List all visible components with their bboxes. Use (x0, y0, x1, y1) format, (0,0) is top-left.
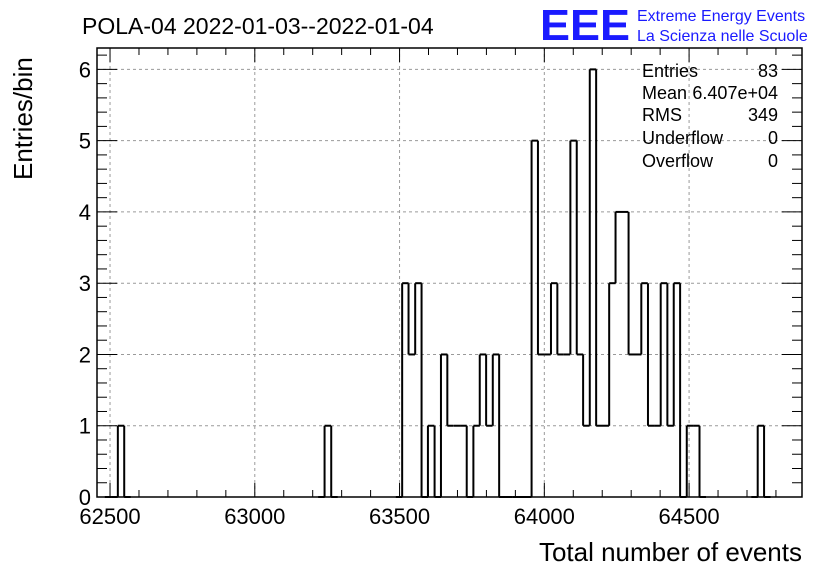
y-tick-label: 5 (79, 129, 91, 154)
stats-mean-value: 6.407e+04 (692, 83, 778, 103)
plot-frame (96, 47, 803, 498)
eee-logo-line1: Extreme Energy Events (637, 8, 805, 25)
eee-logo: EEE Extreme Energy Events La Scienza nel… (540, 1, 808, 50)
x-tick-label: 64500 (658, 504, 719, 529)
y-tick-label: 3 (79, 271, 91, 296)
stats-overflow-value: 0 (768, 151, 778, 171)
stats-underflow-value: 0 (768, 128, 778, 148)
stats-entries-label: Entries (642, 61, 698, 81)
stats-underflow-label: Underflow (642, 128, 724, 148)
x-tick-label: 63500 (369, 504, 430, 529)
x-tick-label: 64000 (514, 504, 575, 529)
x-axis-title: Total number of events (539, 537, 802, 567)
stats-rms-value: 349 (748, 105, 778, 125)
x-tick-labels: 62500 63000 63500 64000 64500 (79, 504, 719, 529)
y-tick-label: 4 (79, 200, 91, 225)
stats-overflow-label: Overflow (642, 151, 714, 171)
stats-mean-label: Mean (642, 83, 687, 103)
y-tick-label: 0 (79, 485, 91, 510)
y-tick-label: 6 (79, 57, 91, 82)
y-tick-label: 1 (79, 414, 91, 439)
x-tick-label: 62500 (79, 504, 140, 529)
axis-ticks (97, 48, 802, 498)
x-tick-label: 63000 (224, 504, 285, 529)
chart-title: POLA-04 2022-01-03--2022-01-04 (82, 13, 434, 39)
stats-entries-value: 83 (758, 61, 778, 81)
histogram-series (104, 68, 771, 498)
stats-box: Entries 83 Mean 6.407e+04 RMS 349 Underf… (642, 61, 778, 171)
grid-lines (97, 48, 802, 497)
y-axis-title: Entries/bin (8, 57, 38, 180)
stats-rms-label: RMS (642, 105, 682, 125)
eee-logo-mark: EEE (540, 1, 630, 50)
y-tick-labels: 0 1 2 3 4 5 6 (79, 57, 91, 510)
y-tick-label: 2 (79, 342, 91, 367)
eee-logo-line2: La Scienza nelle Scuole (637, 28, 808, 45)
